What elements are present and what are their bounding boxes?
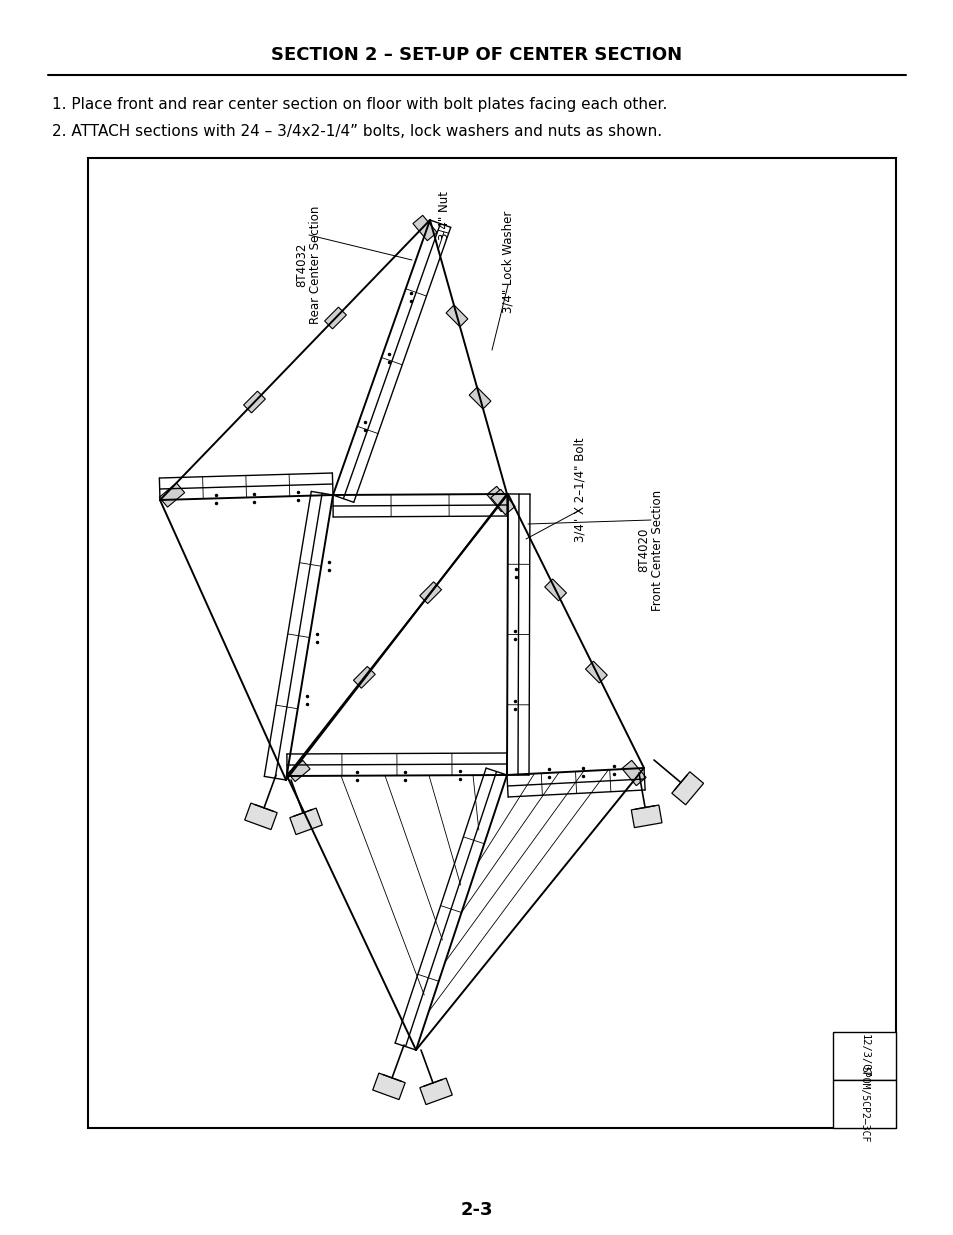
Text: 3/4" X 2–1/4" Bolt: 3/4" X 2–1/4" Bolt (573, 437, 586, 542)
Bar (832, 1032, 895, 1079)
Polygon shape (486, 487, 511, 511)
Polygon shape (671, 772, 703, 805)
Text: 3/4" Nut: 3/4" Nut (437, 190, 450, 240)
Text: 8T4020: 8T4020 (637, 527, 650, 572)
Text: 8T4032: 8T4032 (295, 243, 308, 288)
Text: 1. Place front and rear center section on floor with bolt plates facing each oth: 1. Place front and rear center section o… (52, 98, 667, 112)
Text: Rear Center Section: Rear Center Section (309, 206, 322, 325)
Polygon shape (419, 1078, 452, 1104)
Polygon shape (290, 808, 322, 835)
Text: 12/3/07: 12/3/07 (859, 1034, 868, 1078)
Text: SECTION 2 – SET-UP OF CENTER SECTION: SECTION 2 – SET-UP OF CENTER SECTION (272, 46, 681, 64)
Polygon shape (419, 582, 441, 604)
Polygon shape (631, 805, 661, 827)
Text: 3/4" Lock Washer: 3/4" Lock Washer (501, 211, 514, 314)
Polygon shape (446, 305, 467, 327)
Text: 2-3: 2-3 (460, 1200, 493, 1219)
Polygon shape (544, 579, 566, 600)
Polygon shape (159, 483, 185, 508)
Polygon shape (245, 803, 277, 830)
Polygon shape (243, 391, 265, 412)
Text: 2. ATTACH sections with 24 – 3/4x2-1/4” bolts, lock washers and nuts as shown.: 2. ATTACH sections with 24 – 3/4x2-1/4” … (52, 124, 661, 140)
Text: 5POM/5CP2–3CF: 5POM/5CP2–3CF (859, 1066, 868, 1142)
Polygon shape (585, 661, 607, 683)
Polygon shape (469, 388, 491, 409)
Polygon shape (288, 761, 310, 782)
Polygon shape (491, 489, 515, 515)
Polygon shape (324, 308, 346, 329)
Polygon shape (621, 761, 645, 785)
Bar (88, 158, 895, 1128)
Polygon shape (354, 667, 375, 688)
Polygon shape (413, 215, 436, 241)
Bar (832, 1079, 895, 1128)
Polygon shape (373, 1073, 405, 1099)
Text: Front Center Section: Front Center Section (651, 489, 664, 610)
